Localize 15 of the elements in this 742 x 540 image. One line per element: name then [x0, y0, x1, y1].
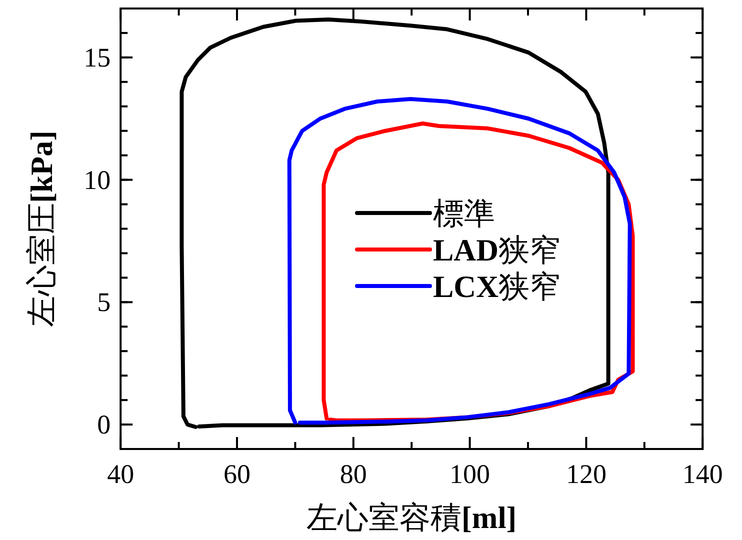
x-tick-label: 40	[107, 459, 134, 489]
y-axis-title: 左心室圧[kPa]	[24, 130, 59, 327]
y-tick-label: 5	[97, 287, 111, 318]
y-tick-label: 15	[84, 42, 111, 72]
legend-label: 標準	[433, 196, 495, 231]
x-axis-title: 左心室容積[ml]	[306, 500, 517, 535]
y-tick-label: 0	[97, 410, 111, 440]
x-tick-label: 140	[682, 459, 723, 489]
legend-label: LAD狭窄	[433, 232, 560, 268]
legend-label: LCX狭窄	[433, 269, 560, 304]
x-tick-label: 100	[450, 459, 490, 489]
x-tick-label: 120	[566, 459, 606, 489]
x-tick-label: 60	[224, 459, 250, 489]
x-tick-label: 80	[340, 459, 367, 489]
y-tick-label: 10	[84, 164, 111, 195]
